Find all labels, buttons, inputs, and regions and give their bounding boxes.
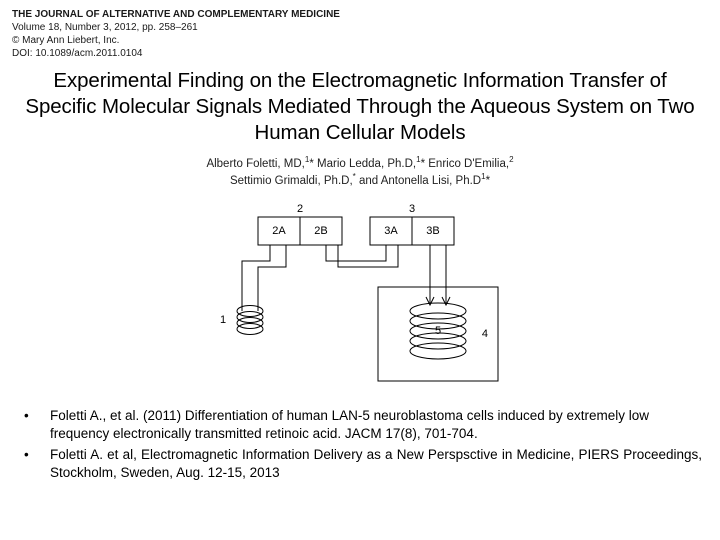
paper-title: Experimental Finding on the Electromagne… (20, 68, 700, 147)
reference-text: Foletti A., et al. (2011) Differentiatio… (50, 407, 702, 442)
svg-text:3: 3 (409, 203, 415, 215)
experimental-diagram: 2 2A 2B 3 3A 3B 4 1 5 (12, 197, 708, 397)
svg-text:5: 5 (435, 325, 441, 337)
svg-text:2: 2 (297, 203, 303, 215)
diagram-svg: 2 2A 2B 3 3A 3B 4 1 5 (180, 197, 540, 397)
svg-text:1: 1 (220, 314, 226, 326)
journal-header: THE JOURNAL OF ALTERNATIVE AND COMPLEMEN… (12, 8, 708, 60)
reference-item: •Foletti A., et al. (2011) Differentiati… (18, 407, 702, 442)
reference-list: •Foletti A., et al. (2011) Differentiati… (12, 407, 708, 481)
journal-issue: Volume 18, Number 3, 2012, pp. 258–261 (12, 21, 708, 34)
authors-line: Alberto Foletti, MD,1* Mario Ledda, Ph.D… (12, 155, 708, 190)
bullet-icon: • (18, 446, 50, 481)
svg-text:3B: 3B (426, 225, 439, 237)
journal-name: THE JOURNAL OF ALTERNATIVE AND COMPLEMEN… (12, 8, 708, 21)
bullet-icon: • (18, 407, 50, 442)
svg-text:2B: 2B (314, 225, 327, 237)
journal-doi: DOI: 10.1089/acm.2011.0104 (12, 47, 708, 60)
svg-text:4: 4 (482, 328, 488, 340)
reference-item: •Foletti A. et al, Electromagnetic Infor… (18, 446, 702, 481)
svg-text:3A: 3A (384, 225, 398, 237)
reference-text: Foletti A. et al, Electromagnetic Inform… (50, 446, 702, 481)
svg-text:2A: 2A (272, 225, 286, 237)
journal-copyright: © Mary Ann Liebert, Inc. (12, 34, 708, 47)
